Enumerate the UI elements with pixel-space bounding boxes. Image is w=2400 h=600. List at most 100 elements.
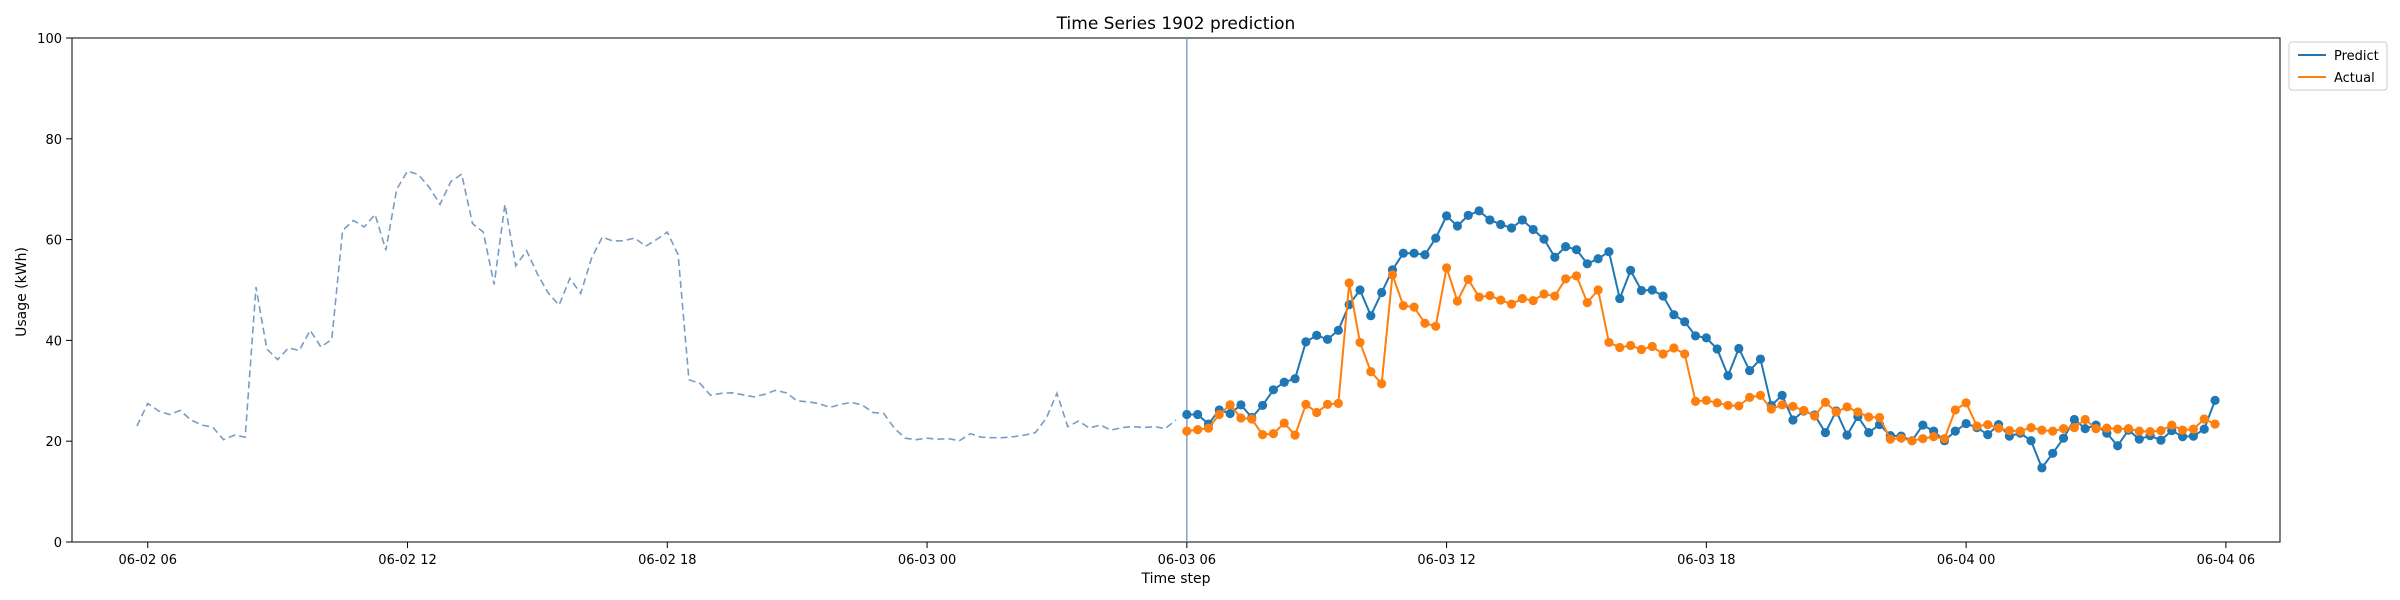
point-predict — [1420, 250, 1430, 260]
point-actual — [1420, 318, 1430, 328]
point-predict — [1788, 415, 1798, 425]
point-predict — [1236, 400, 1246, 410]
point-predict — [1636, 285, 1647, 296]
point-actual — [2177, 425, 2188, 435]
point-actual — [1809, 411, 1820, 421]
point-predict — [2156, 435, 2166, 445]
point-predict — [1842, 430, 1852, 440]
legend-label-actual: Actual — [2334, 71, 2375, 86]
point-actual — [1604, 337, 1614, 348]
point-predict — [2048, 448, 2058, 458]
chart-title: Time Series 1902 prediction — [1056, 14, 1296, 34]
point-actual — [1918, 434, 1928, 444]
point-predict — [1485, 215, 1495, 225]
point-predict — [1669, 310, 1679, 320]
point-actual — [1409, 302, 1419, 312]
point-predict — [1604, 247, 1614, 257]
x-tick-label: 06-03 18 — [1677, 553, 1735, 568]
point-predict — [1355, 285, 1365, 295]
point-actual — [2156, 426, 2166, 436]
point-actual — [1961, 398, 1971, 408]
point-predict — [1701, 333, 1711, 343]
point-predict — [1690, 331, 1701, 341]
series-line-actual — [1186, 267, 2216, 442]
point-actual — [1734, 401, 1744, 411]
x-tick-label: 06-03 12 — [1417, 553, 1475, 568]
point-actual — [1550, 291, 1560, 301]
point-actual — [1398, 301, 1408, 311]
point-actual — [1279, 418, 1289, 428]
point-actual — [2048, 426, 2058, 436]
point-actual — [1864, 412, 1874, 422]
point-predict — [1431, 233, 1441, 243]
point-predict — [1312, 330, 1322, 340]
point-actual — [1582, 298, 1592, 308]
point-actual — [2102, 423, 2112, 433]
legend-label-predict: Predict — [2334, 49, 2379, 64]
point-actual — [1896, 433, 1906, 443]
point-predict — [1723, 371, 1733, 381]
point-predict — [1918, 420, 1928, 430]
point-actual — [1377, 379, 1387, 389]
point-actual — [1496, 295, 1506, 305]
point-actual — [1485, 290, 1495, 301]
point-predict — [2199, 424, 2209, 434]
point-actual — [1452, 296, 1463, 306]
y-tick-label: 0 — [54, 536, 62, 551]
point-predict — [1517, 215, 1527, 225]
point-actual — [1333, 398, 1343, 408]
series-layer — [136, 170, 2220, 473]
legend: Predict Actual — [2288, 41, 2388, 91]
point-predict — [2210, 395, 2220, 405]
point-actual — [1993, 423, 2004, 433]
point-actual — [1441, 263, 1452, 273]
point-actual — [1366, 367, 1376, 377]
point-predict — [2177, 432, 2188, 442]
point-actual — [2037, 425, 2047, 435]
point-actual — [2015, 426, 2025, 436]
point-predict — [1550, 252, 1560, 262]
point-actual — [1474, 292, 1484, 302]
point-actual — [2026, 422, 2036, 433]
y-tick-label: 20 — [45, 435, 62, 450]
point-predict — [1279, 377, 1289, 387]
point-predict — [1745, 366, 1755, 376]
point-predict — [1680, 317, 1690, 327]
point-predict — [1615, 293, 1625, 304]
point-predict — [1777, 390, 1787, 400]
plot-frame — [71, 37, 2281, 543]
point-actual — [1539, 289, 1549, 299]
x-tick-label: 06-02 06 — [119, 553, 177, 568]
point-predict — [1593, 254, 1603, 264]
point-actual — [1247, 414, 1257, 424]
point-actual — [1788, 401, 1798, 412]
point-predict — [1983, 430, 1993, 440]
point-actual — [2123, 424, 2134, 434]
point-predict — [1950, 426, 1960, 436]
point-actual — [1701, 395, 1711, 405]
point-predict — [1864, 428, 1874, 438]
point-actual — [1517, 293, 1527, 304]
point-predict — [1961, 418, 1971, 429]
point-predict — [2113, 441, 2123, 451]
x-tick-label: 06-02 18 — [638, 553, 696, 568]
point-actual — [1561, 274, 1571, 284]
point-actual — [1831, 407, 1841, 417]
point-predict — [1257, 400, 1268, 411]
history-line — [136, 170, 1177, 442]
point-actual — [2091, 424, 2101, 434]
point-predict — [1755, 354, 1766, 364]
point-predict — [1820, 428, 1831, 438]
point-actual — [1885, 434, 1895, 444]
point-predict — [1647, 285, 1657, 295]
point-predict — [1366, 311, 1376, 321]
point-actual — [1712, 398, 1722, 408]
point-predict — [2037, 463, 2047, 473]
point-actual — [1355, 337, 1365, 348]
point-predict — [1452, 221, 1463, 231]
x-tick-label: 06-03 06 — [1158, 553, 1216, 568]
point-actual — [1344, 278, 1354, 288]
point-actual — [1463, 274, 1473, 285]
point-predict — [1225, 408, 1235, 419]
